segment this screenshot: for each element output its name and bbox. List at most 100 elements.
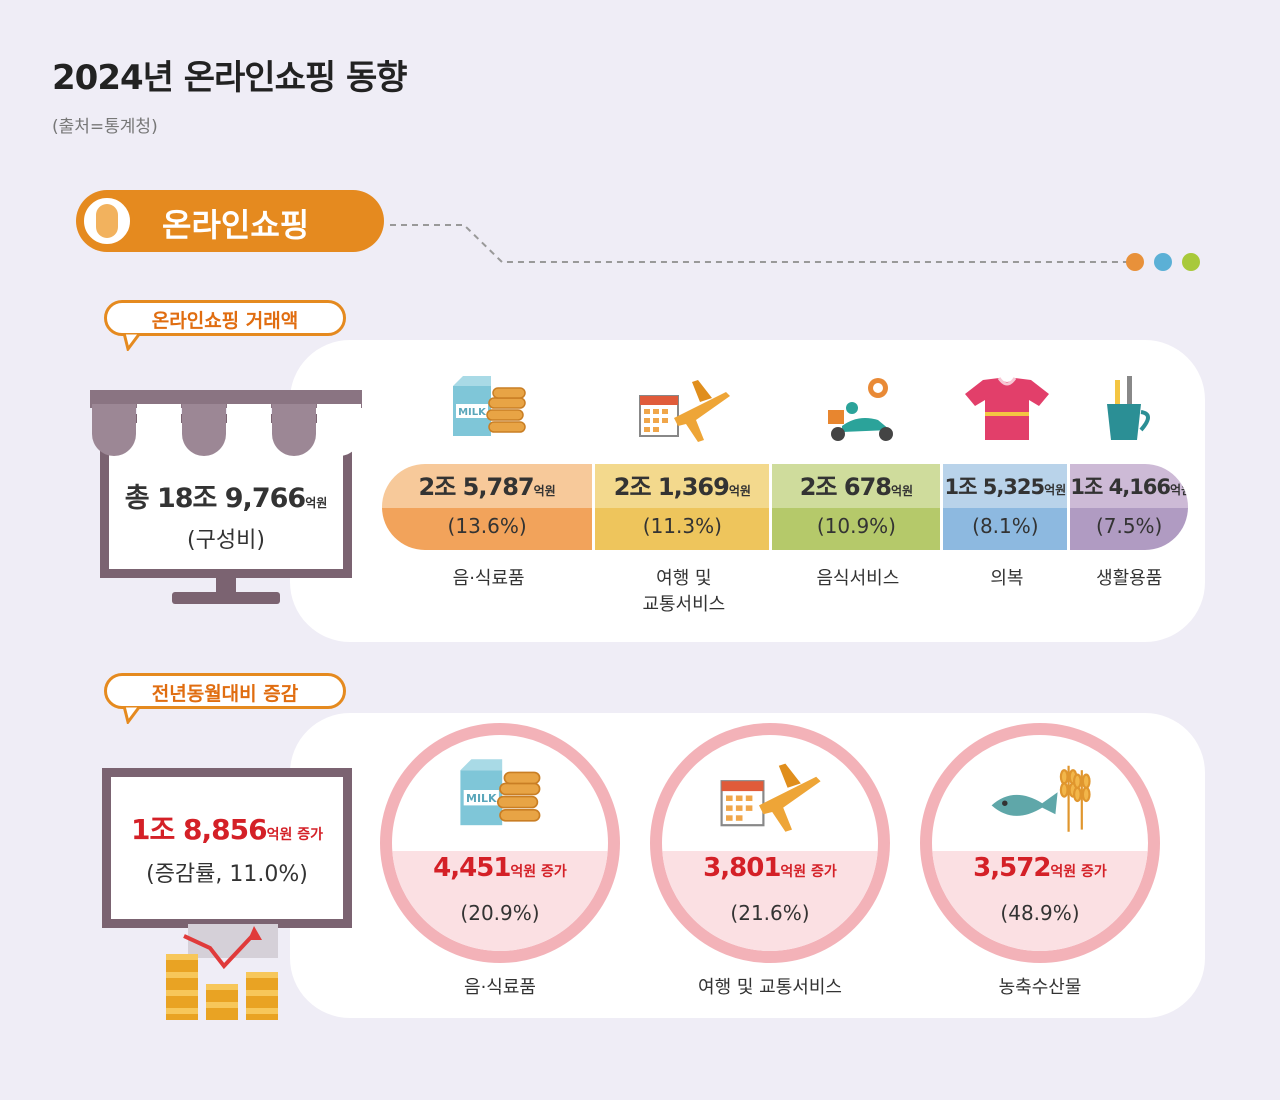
- total-increase-unit: 억원 증가: [266, 827, 323, 843]
- total-note: (구성비): [187, 528, 265, 553]
- category-label: 의복: [943, 566, 1070, 592]
- amount-unit: 억원: [1044, 483, 1067, 497]
- monitor-stand: [188, 924, 278, 958]
- category-line: 의복: [990, 568, 1024, 589]
- dashed-connector: [390, 224, 1134, 263]
- segment-amount: 2조 5,787억원: [382, 464, 593, 508]
- increase-category: 농축수산물: [998, 977, 1082, 998]
- increase-circles: MILK 4,451억원 증가 (20.9%) 음·식료품 3,801억원 증가 (21.…: [380, 723, 1190, 1013]
- increase-rate: (48.9%): [1000, 901, 1080, 925]
- category-line: 교통서비스: [642, 594, 726, 615]
- amount-value: 2조 678: [799, 473, 892, 501]
- segment-share: (8.1%): [943, 508, 1068, 550]
- increase-value: 4,451: [433, 853, 511, 883]
- bar-segment: 2조 5,787억원 (13.6%): [382, 464, 596, 550]
- blue-dot-icon: [1154, 253, 1172, 271]
- monitor-screen: [102, 768, 352, 928]
- increase-amount: 3,801억원 증가: [662, 853, 878, 883]
- increase-category: 음·식료품: [464, 977, 536, 998]
- segment-share: (13.6%): [382, 508, 593, 550]
- increase-rate: (20.9%): [460, 901, 540, 925]
- bar-segment: 1조 5,325억원 (8.1%): [943, 464, 1071, 550]
- increase-value: 3,572: [973, 853, 1051, 883]
- composition-bar: 2조 5,787억원 (13.6%) 2조 1,369억원 (11.3%) 2조 678…: [382, 464, 1188, 550]
- svg-text:MILK: MILK: [466, 792, 497, 805]
- bubble-tail: [122, 333, 142, 351]
- fish-wheat-icon: [991, 765, 1091, 832]
- segment-share: (10.9%): [772, 508, 941, 550]
- amount-unit: 억원: [533, 484, 556, 498]
- svg-text:MILK: MILK: [458, 407, 487, 418]
- category-icons: MILK: [382, 368, 1188, 458]
- category-line: 음·식료품: [452, 568, 525, 589]
- amount-value: 1조 5,325: [944, 475, 1045, 499]
- category-line: 생활용품: [1096, 568, 1163, 589]
- segment-amount: 2조 1,369억원: [595, 464, 770, 508]
- toothbrush-cup-icon: [1107, 376, 1151, 440]
- circle-fill: [932, 851, 1148, 951]
- circle-fill: [392, 851, 608, 951]
- increase-circle: 3,801억원 증가 (21.6%): [650, 723, 890, 963]
- increase-circle: 3,572억원 증가 (48.9%): [920, 723, 1160, 963]
- increase-value: 3,801: [703, 853, 781, 883]
- increase-monitor: 1조 8,856억원 증가 (증감률, 11.0%): [98, 764, 356, 1026]
- tshirt-icon: [964, 377, 1049, 440]
- increase-item: 3,572억원 증가 (48.9%) 농축수산물: [920, 723, 1160, 1013]
- store-monitor: 총 18조 9,766억원 (구성비): [90, 390, 362, 618]
- amount-value: 2조 5,787: [418, 473, 535, 501]
- calendar-airplane-icon: [720, 763, 821, 832]
- category-label: 음식서비스: [772, 566, 943, 592]
- badge-label: 온라인쇼핑: [162, 206, 310, 244]
- monitor-neck: [216, 572, 236, 592]
- increase-amount: 3,572억원 증가: [932, 853, 1148, 883]
- amount-value: 2조 1,369: [613, 473, 730, 501]
- total-increase-value: 1조 8,856: [131, 813, 268, 846]
- amount-unit: 억원: [890, 484, 914, 498]
- increase-unit: 억원 증가: [780, 864, 837, 880]
- category-line: 음식서비스: [816, 568, 900, 589]
- segment-amount: 1조 5,325억원: [943, 464, 1068, 508]
- bubble-tail: [122, 706, 142, 724]
- increase-unit: 억원 증가: [1050, 864, 1107, 880]
- source-note: (출처=통계청): [52, 117, 158, 137]
- milk-cookies-icon: MILK: [460, 759, 541, 826]
- total-increase: 1조 8,856억원 증가: [102, 808, 352, 848]
- coins-growth-icon: [166, 926, 278, 1020]
- total-amount: 총 18조 9,766억원: [90, 476, 362, 515]
- phone-icon: [96, 204, 118, 238]
- category-label: 생활용품: [1070, 566, 1188, 592]
- increase-item: 3,801억원 증가 (21.6%) 여행 및 교통서비스: [650, 723, 890, 1013]
- segment-amount: 1조 4,166억원: [1070, 464, 1188, 508]
- increase-rate-note: (증감률, 11.0%): [146, 862, 308, 887]
- bar-segment: 1조 4,166억원 (7.5%): [1070, 464, 1188, 550]
- amount-unit: 억원: [728, 484, 751, 498]
- milk-cookies-icon: MILK: [452, 376, 526, 436]
- segment-share: (11.3%): [595, 508, 770, 550]
- category-label: 음·식료품: [382, 566, 595, 592]
- increase-amount: 4,451억원 증가: [392, 853, 608, 883]
- circle-fill: [662, 851, 878, 951]
- orange-dot-icon: [1126, 253, 1144, 271]
- segment-share: (7.5%): [1070, 508, 1188, 550]
- bar-segment: 2조 1,369억원 (11.3%): [595, 464, 773, 550]
- total-value: 총 18조 9,766: [124, 483, 306, 514]
- increase-rate: (21.6%): [730, 901, 810, 925]
- delivery-scooter-icon: [827, 378, 893, 441]
- monitor-base: [172, 592, 280, 604]
- total-unit: 억원: [305, 496, 328, 510]
- bubble-yoy: 전년동월대비 증감: [104, 673, 346, 709]
- green-dot-icon: [1182, 253, 1200, 271]
- increase-unit: 억원 증가: [510, 864, 567, 880]
- bubble-transaction: 온라인쇼핑 거래액: [104, 300, 346, 336]
- segment-amount: 2조 678억원: [772, 464, 941, 508]
- category-line: 여행 및: [656, 568, 712, 589]
- increase-category: 여행 및 교통서비스: [698, 977, 842, 998]
- awning-icon: [90, 390, 362, 456]
- increase-circle: MILK 4,451억원 증가 (20.9%): [380, 723, 620, 963]
- page-title: 2024년 온라인쇼핑 동향: [52, 58, 408, 98]
- calendar-airplane-icon: [638, 380, 730, 442]
- increase-item: MILK 4,451억원 증가 (20.9%) 음·식료품: [380, 723, 620, 1013]
- bar-segment: 2조 678억원 (10.9%): [772, 464, 944, 550]
